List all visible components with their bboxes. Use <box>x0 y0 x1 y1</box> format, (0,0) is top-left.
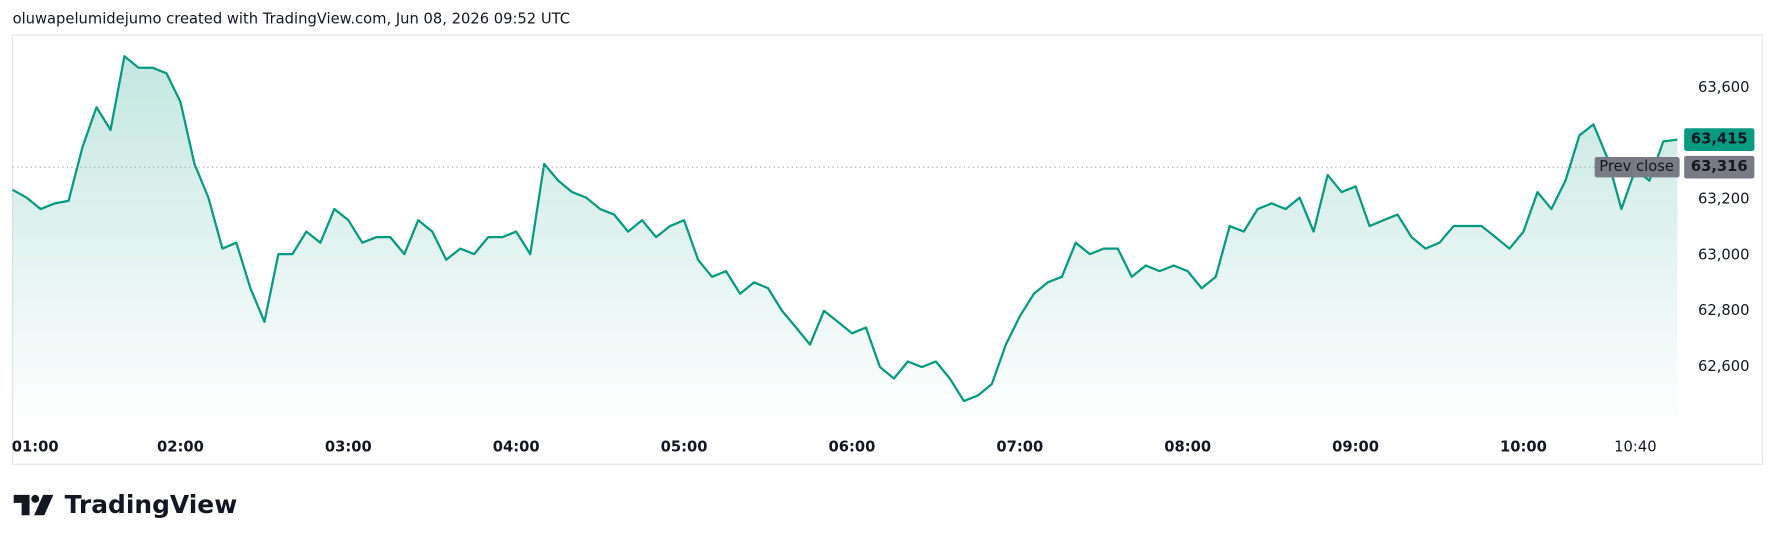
x-tick-label: 01:00 <box>12 438 59 455</box>
last-price-label: 63,415 <box>1691 131 1748 148</box>
x-tick-label: 08:00 <box>1164 438 1211 455</box>
y-tick-label: 62,600 <box>1698 358 1750 375</box>
y-tick-label: 63,600 <box>1698 79 1750 96</box>
x-tick-label: 07:00 <box>996 438 1043 455</box>
prev-close-badge <box>1594 157 1680 178</box>
brand-name: TradingView <box>65 490 238 519</box>
y-tick-label: 63,000 <box>1698 246 1750 263</box>
price-line <box>12 55 1678 403</box>
x-tick-label: 06:00 <box>829 438 876 455</box>
attribution: oluwapelumidejumo created with TradingVi… <box>13 10 570 27</box>
prev-close-name: Prev close <box>1599 158 1674 175</box>
brand-logo: TradingView <box>13 490 238 519</box>
x-tick-label: 09:00 <box>1332 438 1379 455</box>
x-tick-label: 03:00 <box>325 438 372 455</box>
x-tick-label: 10:00 <box>1500 438 1547 455</box>
logo-mark <box>34 494 54 516</box>
prev-close-value-badge <box>1684 155 1755 179</box>
x-tick-label: 02:00 <box>157 438 204 455</box>
x-tick-label: 04:00 <box>493 438 540 455</box>
y-tick-label: 62,800 <box>1698 302 1750 319</box>
x-tick-label: 10:40 <box>1614 438 1656 455</box>
prev-close-value: 63,316 <box>1691 158 1748 175</box>
plot-area: 62,600 62,800 63,000 63,200 63,600 01:00 02:00… <box>12 55 1755 455</box>
logo-mark <box>31 494 40 503</box>
y-tick-label: 63,200 <box>1698 191 1750 208</box>
logo-mark <box>13 494 30 516</box>
x-tick-label: 05:00 <box>661 438 708 455</box>
area <box>12 56 1678 429</box>
last-price-badge <box>1684 128 1755 151</box>
